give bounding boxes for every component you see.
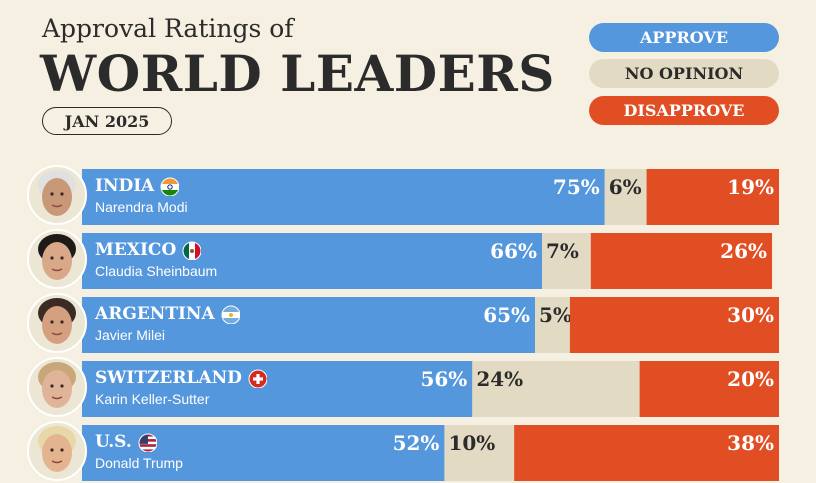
value-label-disapprove: 38% bbox=[727, 431, 774, 455]
bar-no-opinion bbox=[604, 169, 647, 225]
bar-row-us: 52% 10% 38% bbox=[82, 425, 779, 481]
bar-row-mexico: 66% 7% 26% bbox=[82, 233, 773, 289]
bar-approve bbox=[82, 425, 445, 481]
leader-name: Karin Keller-Sutter bbox=[95, 391, 210, 407]
leader-avatar bbox=[27, 293, 87, 353]
chart-subtitle: Approval Ratings of bbox=[42, 14, 294, 43]
argentina-flag-icon bbox=[221, 305, 240, 324]
leader-name: Javier Milei bbox=[95, 327, 166, 343]
country-name: MEXICO bbox=[95, 240, 217, 260]
value-label-disapprove: 20% bbox=[727, 367, 774, 391]
bar-approve bbox=[82, 361, 473, 417]
leader-avatar bbox=[27, 421, 87, 481]
mexico-flag-icon bbox=[182, 241, 202, 260]
value-label-disapprove: 19% bbox=[727, 175, 774, 199]
bar-disapprove bbox=[569, 297, 779, 353]
value-label-no-opinion: 6% bbox=[609, 175, 642, 199]
value-label-no-opinion: 10% bbox=[448, 431, 495, 455]
country-label: MEXICO bbox=[95, 240, 177, 260]
value-label-disapprove: 30% bbox=[727, 303, 774, 327]
country-name: INDIA bbox=[95, 176, 188, 196]
value-label-disapprove: 26% bbox=[720, 239, 767, 263]
bar-no-opinion bbox=[444, 425, 515, 481]
date-badge: JAN 2025 bbox=[42, 107, 172, 135]
leader-name: Donald Trump bbox=[95, 455, 183, 471]
bar-approve bbox=[82, 297, 536, 353]
value-label-approve: 65% bbox=[483, 303, 530, 327]
bar-row-argentina: 65% 5% 30% bbox=[82, 297, 779, 353]
country-name: U.S. bbox=[95, 432, 183, 452]
bar-no-opinion bbox=[535, 297, 570, 353]
country-label: ARGENTINA bbox=[95, 304, 215, 324]
india-flag-icon bbox=[160, 177, 180, 196]
row-label: ARGENTINA Javier Milei bbox=[95, 304, 240, 344]
value-label-approve: 66% bbox=[490, 239, 537, 263]
bar-no-opinion bbox=[542, 233, 591, 289]
legend-disapprove: DISAPPROVE bbox=[589, 96, 779, 125]
leader-avatar bbox=[27, 357, 87, 417]
bar-disapprove bbox=[590, 233, 773, 289]
bar-approve bbox=[82, 233, 543, 289]
bar-no-opinion bbox=[472, 361, 640, 417]
bar-disapprove bbox=[639, 361, 779, 417]
value-label-no-opinion: 5% bbox=[539, 303, 572, 327]
leader-avatar bbox=[27, 229, 87, 289]
leader-avatar bbox=[27, 165, 87, 225]
bar-row-switzerland: 56% 24% 20% bbox=[82, 361, 779, 417]
row-label: U.S. Donald Trump bbox=[95, 432, 183, 472]
value-label-approve: 75% bbox=[553, 175, 600, 199]
value-label-no-opinion: 7% bbox=[546, 239, 579, 263]
country-name: ARGENTINA bbox=[95, 304, 240, 324]
legend-approve: APPROVE bbox=[589, 23, 779, 52]
bar-disapprove bbox=[514, 425, 779, 481]
switzerland-flag-icon bbox=[248, 369, 267, 388]
value-label-approve: 56% bbox=[420, 367, 467, 391]
us-flag-icon bbox=[138, 433, 157, 452]
legend-no-opinion: NO OPINION bbox=[589, 59, 779, 88]
value-label-no-opinion: 24% bbox=[476, 367, 523, 391]
chart-title: WORLD LEADERS bbox=[40, 44, 555, 103]
country-label: SWITZERLAND bbox=[95, 368, 242, 388]
leader-name: Narendra Modi bbox=[95, 199, 188, 215]
value-label-approve: 52% bbox=[393, 431, 440, 455]
row-label: INDIA Narendra Modi bbox=[95, 176, 188, 216]
country-label: INDIA bbox=[95, 176, 155, 196]
country-label: U.S. bbox=[95, 432, 132, 452]
country-name: SWITZERLAND bbox=[95, 368, 267, 388]
bar-disapprove bbox=[646, 169, 779, 225]
row-label: MEXICO Claudia Sheinbaum bbox=[95, 240, 217, 280]
leader-name: Claudia Sheinbaum bbox=[95, 263, 218, 279]
row-label: SWITZERLAND Karin Keller-Sutter bbox=[95, 368, 267, 408]
